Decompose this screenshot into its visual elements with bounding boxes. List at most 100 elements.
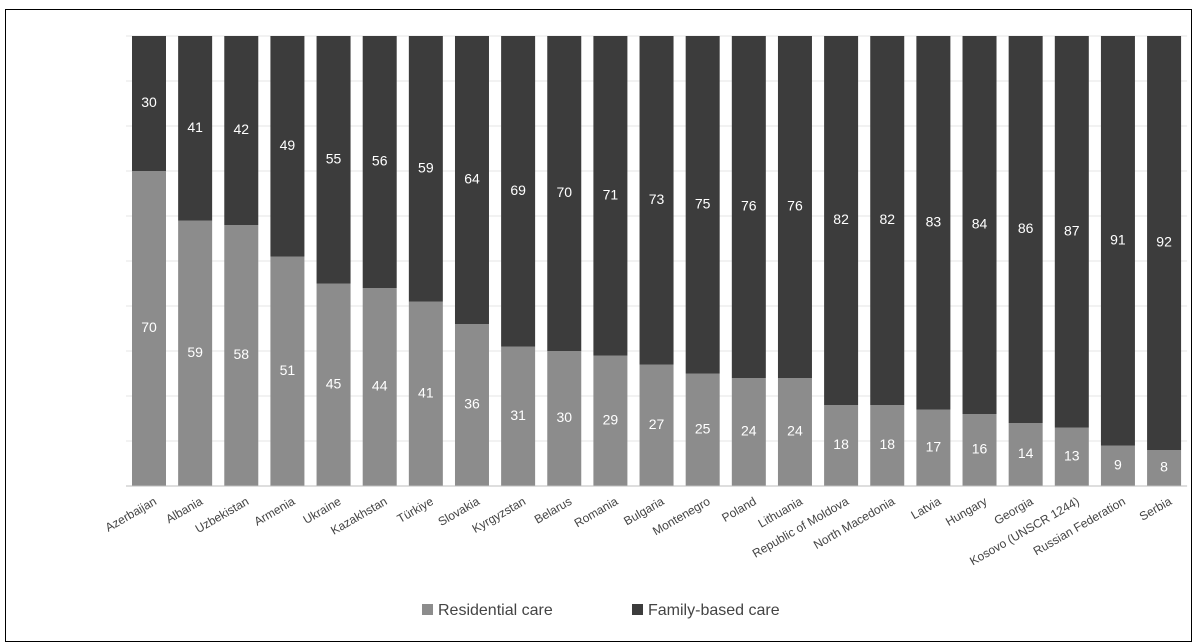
bar-residential-care-ukraine (316, 283, 351, 486)
data-label-family-based-care-bulgaria: 73 (649, 191, 665, 207)
bar-residential-care-romania (593, 355, 628, 486)
data-label-family-based-care-hungary: 84 (972, 216, 988, 232)
data-label-family-based-care-ukraine: 55 (326, 150, 342, 166)
bar-residential-care-bulgaria (639, 364, 674, 486)
data-label-residential-care-uzbekistan: 58 (233, 346, 249, 362)
bar-family-based-care-republic-of-moldova (824, 36, 859, 405)
bar-family-based-care-latvia (916, 36, 951, 410)
bar-residential-care-north-macedonia (870, 405, 905, 486)
data-label-residential-care-romania: 29 (603, 411, 619, 427)
data-label-family-based-care-georgia: 86 (1018, 220, 1034, 236)
bar-residential-care-latvia (916, 409, 951, 486)
data-label-residential-care-republic-of-moldova: 18 (833, 436, 849, 452)
data-label-family-based-care-north-macedonia: 82 (879, 211, 895, 227)
bar-family-based-care-albania (178, 36, 213, 221)
data-label-residential-care-kosovo-unscr-1244: 13 (1064, 447, 1080, 463)
data-label-family-based-care-belarus: 70 (556, 184, 572, 200)
data-label-family-based-care-uzbekistan: 42 (233, 121, 249, 137)
data-label-family-based-care-turkiye: 59 (418, 159, 434, 175)
data-label-residential-care-bulgaria: 27 (649, 416, 665, 432)
bar-family-based-care-montenegro (685, 36, 720, 374)
bar-family-based-care-hungary (962, 36, 997, 414)
bar-family-based-care-turkiye (408, 36, 443, 302)
data-label-family-based-care-slovakia: 64 (464, 171, 480, 187)
data-label-residential-care-armenia: 51 (280, 362, 296, 378)
bars (132, 36, 1182, 486)
data-label-family-based-care-serbia: 92 (1156, 234, 1172, 250)
data-label-residential-care-albania: 59 (187, 344, 203, 360)
x-tick-label-hungary: Hungary (943, 494, 989, 529)
bar-family-based-care-uzbekistan (224, 36, 259, 225)
data-label-family-based-care-poland: 76 (741, 198, 757, 214)
data-label-family-based-care-kazakhstan: 56 (372, 153, 388, 169)
bar-family-based-care-bulgaria (639, 36, 674, 365)
bar-family-based-care-slovakia (454, 36, 489, 324)
stacked-bar-chart: 70 30 59 41 58 42 51 49 45 55 44 56 41 59 36 64 31 69 30 70… (103, 35, 1188, 619)
bar-residential-care-lithuania (777, 378, 812, 486)
bar-residential-care-hungary (962, 414, 997, 486)
bar-residential-care-turkiye (408, 301, 443, 486)
x-tick-label-north-macedonia: North Macedonia (811, 494, 897, 552)
bar-residential-care-kazakhstan (362, 288, 397, 486)
bar-family-based-care-russian-federation (1100, 36, 1135, 446)
chart-frame: 70 30 59 41 58 42 51 49 45 55 44 56 41 59 36 64 31 69 30 70… (5, 9, 1192, 642)
legend-label-residential-care: Residential care (438, 602, 553, 619)
data-label-family-based-care-montenegro: 75 (695, 195, 711, 211)
bar-family-based-care-north-macedonia (870, 36, 905, 405)
data-label-family-based-care-romania: 71 (603, 186, 619, 202)
bar-residential-care-slovakia (454, 324, 489, 486)
bar-family-based-care-kosovo-unscr-1244 (1054, 36, 1089, 428)
bar-residential-care-georgia (1008, 423, 1043, 486)
data-label-residential-care-lithuania: 24 (787, 423, 803, 439)
data-label-residential-care-kazakhstan: 44 (372, 378, 388, 394)
bar-residential-care-republic-of-moldova (824, 405, 859, 486)
data-label-family-based-care-kyrgyzstan: 69 (510, 182, 526, 198)
data-label-residential-care-ukraine: 45 (326, 375, 342, 391)
bar-family-based-care-romania (593, 36, 628, 356)
legend-swatch-family-based-care (632, 604, 643, 615)
bar-family-based-care-ukraine (316, 36, 351, 284)
data-label-residential-care-belarus: 30 (556, 409, 572, 425)
data-label-family-based-care-azerbaijan: 30 (141, 94, 157, 110)
bar-family-based-care-georgia (1008, 36, 1043, 423)
data-label-family-based-care-albania: 41 (187, 119, 203, 135)
x-tick-label-romania: Romania (572, 494, 621, 530)
x-tick-label-serbia: Serbia (1137, 494, 1174, 524)
bar-residential-care-albania (178, 220, 213, 486)
data-label-family-based-care-kosovo-unscr-1244: 87 (1064, 222, 1080, 238)
data-label-residential-care-poland: 24 (741, 423, 757, 439)
legend-item-residential-care: Residential care (422, 602, 553, 619)
x-tick-label-armenia: Armenia (252, 494, 298, 529)
data-label-residential-care-north-macedonia: 18 (879, 436, 895, 452)
x-tick-label-latvia: Latvia (909, 494, 944, 522)
x-tick-label-turkiye: Türkiye (395, 494, 436, 526)
bar-residential-care-russian-federation (1100, 445, 1135, 486)
data-label-family-based-care-latvia: 83 (926, 213, 942, 229)
legend-label-family-based-care: Family-based care (648, 602, 780, 619)
data-label-residential-care-latvia: 17 (926, 438, 942, 454)
data-label-residential-care-hungary: 16 (972, 441, 988, 457)
data-label-residential-care-georgia: 14 (1018, 445, 1034, 461)
data-label-residential-care-russian-federation: 9 (1114, 456, 1122, 472)
bar-family-based-care-poland (731, 36, 766, 378)
bar-residential-care-montenegro (685, 373, 720, 486)
bar-family-based-care-kyrgyzstan (501, 36, 536, 347)
x-tick-label-azerbaijan: Azerbaijan (103, 494, 159, 534)
data-label-residential-care-azerbaijan: 70 (141, 319, 157, 335)
data-label-family-based-care-lithuania: 76 (787, 198, 803, 214)
bar-family-based-care-azerbaijan (132, 36, 166, 171)
legend-swatch-residential-care (422, 604, 433, 615)
data-label-family-based-care-republic-of-moldova: 82 (833, 211, 849, 227)
data-label-residential-care-slovakia: 36 (464, 396, 480, 412)
bar-family-based-care-lithuania (777, 36, 812, 378)
data-label-residential-care-kyrgyzstan: 31 (510, 407, 526, 423)
bar-family-based-care-serbia (1147, 36, 1182, 450)
bar-residential-care-poland (731, 378, 766, 486)
bar-residential-care-belarus (547, 351, 582, 486)
data-label-residential-care-montenegro: 25 (695, 420, 711, 436)
data-label-residential-care-turkiye: 41 (418, 384, 434, 400)
bar-family-based-care-kazakhstan (362, 36, 397, 288)
bar-family-based-care-armenia (270, 36, 305, 257)
data-label-family-based-care-armenia: 49 (280, 137, 296, 153)
